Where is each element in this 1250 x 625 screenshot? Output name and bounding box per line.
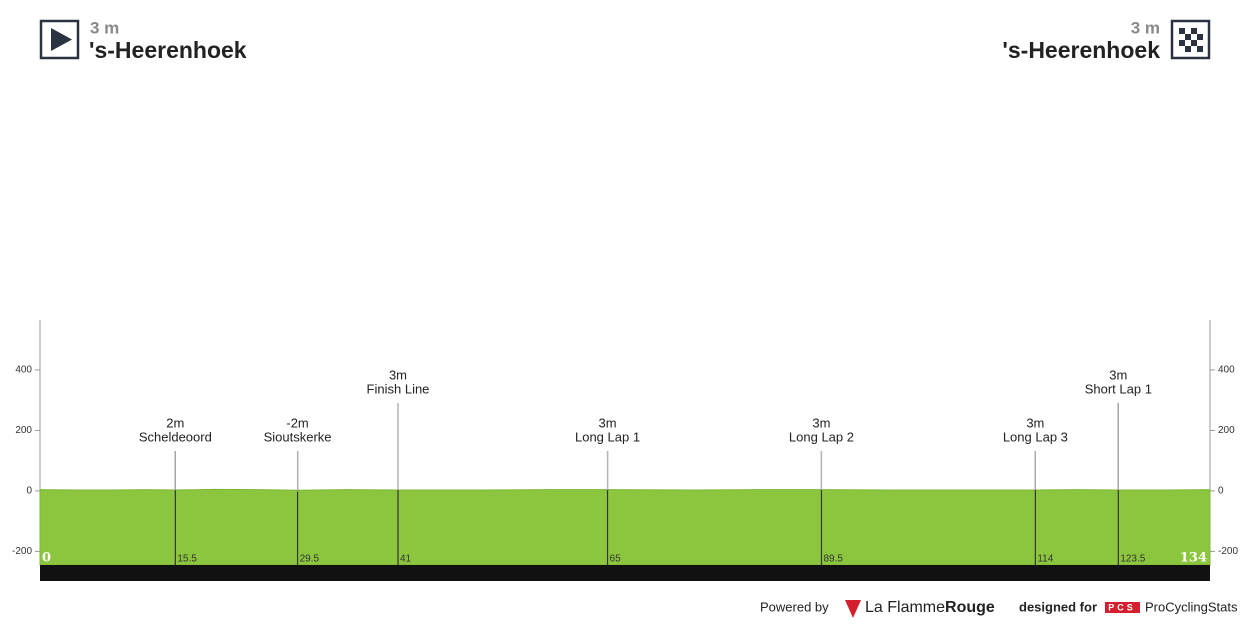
finish-icon — [1170, 19, 1211, 60]
base-bar — [40, 565, 1210, 581]
designed-for: designed for — [1019, 599, 1097, 614]
waypoint-name: Long Lap 1 — [575, 429, 640, 444]
lfr-logo — [845, 600, 861, 618]
waypoint-name: Long Lap 3 — [1003, 429, 1068, 444]
y-tick-label: 200 — [15, 425, 32, 436]
waypoint-name: Short Lap 1 — [1085, 381, 1152, 396]
waypoint-km: 123.5 — [1120, 554, 1145, 565]
lfr-brand-a: La Flamme — [865, 599, 945, 616]
pcs-name: ProCyclingStats — [1145, 599, 1238, 614]
powered-by: Powered by — [760, 599, 829, 614]
y2-tick-label: 0 — [1218, 486, 1224, 497]
waypoint-km: 89.5 — [823, 554, 843, 565]
waypoint-elevation: -2m — [286, 415, 308, 430]
start-place: 's-Heerenhoek — [89, 37, 247, 63]
y-tick-label: 0 — [26, 486, 32, 497]
pcs-logo — [1105, 602, 1140, 613]
y-tick-label: 400 — [15, 365, 32, 376]
lfr-brand: La FlammeRouge — [865, 599, 995, 616]
waypoint-elevation: 3m — [1026, 415, 1044, 430]
start-km: 0 — [42, 551, 51, 566]
finish-place: 's-Heerenhoek — [1002, 37, 1160, 63]
y2-tick-label: 400 — [1218, 365, 1235, 376]
lfr-brand-b: Rouge — [945, 599, 995, 616]
waypoint-km: 41 — [400, 554, 412, 565]
start-icon-arrow — [51, 28, 72, 51]
waypoint-km: 114 — [1037, 554, 1053, 565]
waypoint-name: Long Lap 2 — [789, 429, 854, 444]
waypoint-km: 29.5 — [300, 554, 320, 565]
waypoint-elevation: 3m — [812, 415, 830, 430]
y2-tick-label: -200 — [1218, 546, 1238, 557]
y2-tick-label: 200 — [1218, 425, 1235, 436]
y-tick-label: -200 — [12, 546, 32, 557]
waypoint-elevation: 2m — [166, 415, 184, 430]
waypoint-elevation: 3m — [599, 415, 617, 430]
start-icon — [39, 19, 80, 60]
waypoint-km: 15.5 — [177, 554, 197, 565]
end-labels: 0 134 — [42, 551, 1207, 566]
start-elevation: 3 m — [90, 18, 119, 37]
elevation-area — [39, 488, 1211, 566]
finish-elevation: 3 m — [1131, 18, 1160, 37]
waypoint-elevation: 3m — [389, 367, 407, 382]
waypoint-name: Sioutskerke — [264, 429, 332, 444]
waypoint-km: 65 — [610, 554, 622, 565]
pcs-logo-text: PCS — [1108, 602, 1136, 612]
finish-km: 134 — [1180, 551, 1207, 566]
waypoint-elevation: 3m — [1109, 367, 1127, 382]
waypoint-name: Scheldeoord — [139, 429, 212, 444]
waypoint-name: Finish Line — [367, 381, 430, 396]
